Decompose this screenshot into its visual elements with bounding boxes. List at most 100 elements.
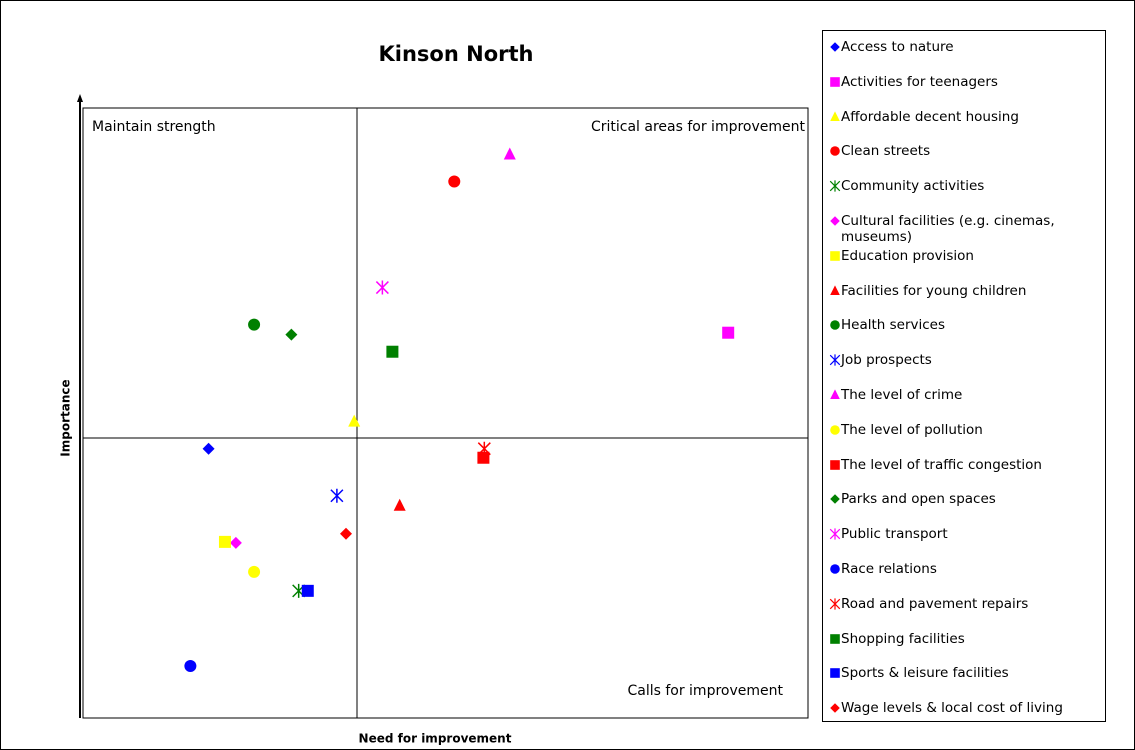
- marker: [829, 598, 841, 610]
- legend-label: The level of traffic congestion: [841, 456, 1042, 473]
- legend-label: Cultural facilities (e.g. cinemas, museu…: [841, 213, 1055, 245]
- legend-swatch: [830, 110, 840, 121]
- legend-swatch: [830, 284, 840, 295]
- marker: [348, 414, 361, 427]
- legend-swatch: [830, 424, 840, 435]
- legend-item: Race relations: [829, 561, 1101, 596]
- legend-label: The level of crime: [841, 387, 963, 403]
- marker: [830, 633, 840, 644]
- marker: [477, 441, 491, 456]
- marker: [830, 459, 840, 470]
- marker: [386, 345, 399, 358]
- legend-label: Access to nature: [841, 39, 954, 55]
- legend-swatch: [830, 216, 840, 226]
- legend-swatch: [829, 354, 841, 366]
- marker: [830, 250, 840, 261]
- marker: [229, 536, 242, 549]
- legend-swatch: [830, 633, 840, 644]
- legend-label: Affordable decent housing: [841, 108, 1019, 125]
- legend-item: Road and pavement repairs: [829, 596, 1101, 631]
- legend-swatch: [830, 703, 840, 713]
- legend-item: Wage levels & local cost of living: [829, 700, 1101, 735]
- quadrant-label: Calls for improvement: [627, 683, 783, 699]
- x-axis-label: Need for improvement: [359, 732, 512, 746]
- legend-item: Education provision: [829, 248, 1101, 283]
- y-axis-label: Importance: [59, 379, 73, 456]
- marker: [339, 527, 352, 540]
- marker: [830, 284, 840, 295]
- legend-swatch: [830, 76, 840, 87]
- marker: [184, 659, 197, 672]
- marker: [202, 442, 215, 455]
- quadrant-label: Maintain strength: [92, 119, 216, 135]
- legend-item: The level of pollution: [829, 422, 1101, 457]
- legend-label: Sports & leisure facilities: [841, 665, 1009, 682]
- legend-label: Road and pavement repairs: [841, 595, 1029, 612]
- legend-item: Public transport: [829, 526, 1101, 561]
- legend-item: The level of crime: [829, 387, 1101, 422]
- legend-swatch: [830, 459, 840, 470]
- marker: [830, 110, 840, 121]
- marker: [830, 320, 840, 331]
- legend-item: Community activities: [829, 178, 1101, 213]
- marker: [722, 326, 735, 339]
- legend: Access to nature Activities for teenagers…: [822, 30, 1106, 722]
- legend-item: Access to nature: [829, 39, 1101, 74]
- legend-label: Shopping facilities: [841, 630, 965, 647]
- quadrant-label: Critical areas for improvement: [591, 119, 806, 135]
- marker: [830, 76, 840, 87]
- legend-swatch: [830, 494, 840, 505]
- marker: [829, 528, 841, 540]
- marker: [829, 180, 841, 192]
- legend-label: Race relations: [841, 561, 937, 577]
- legend-item: Cultural facilities (e.g. cinemas, museu…: [829, 213, 1101, 248]
- legend-item: Sports & leisure facilities: [829, 665, 1101, 700]
- marker: [285, 328, 298, 341]
- marker: [477, 451, 490, 464]
- legend-swatch: [829, 598, 841, 610]
- legend-item: Shopping facilities: [829, 631, 1101, 666]
- legend-label: The level of pollution: [841, 421, 983, 438]
- marker: [218, 535, 231, 548]
- marker: [830, 564, 840, 574]
- legend-swatch: [829, 180, 841, 192]
- legend-label: Clean streets: [841, 143, 931, 160]
- legend-item: Parks and open spaces: [829, 491, 1101, 526]
- marker: [248, 565, 261, 578]
- legend-item: Activities for teenagers: [829, 74, 1101, 109]
- marker: [830, 216, 840, 226]
- legend-item: Facilities for young children: [829, 283, 1101, 318]
- marker: [301, 584, 314, 597]
- marker: [448, 175, 461, 188]
- legend-label: Activities for teenagers: [841, 73, 998, 90]
- legend-swatch: [830, 146, 840, 157]
- legend-label: Health services: [841, 317, 946, 334]
- marker: [830, 703, 840, 713]
- legend-swatch: [830, 564, 840, 574]
- legend-swatch: [830, 668, 840, 679]
- marker: [375, 280, 389, 295]
- axis-arrow: [77, 94, 83, 102]
- legend-swatch: [830, 389, 840, 399]
- legend-swatch: [830, 320, 840, 331]
- legend-label: Education provision: [841, 247, 974, 264]
- legend-swatch: [830, 250, 840, 261]
- legend-swatch: [830, 42, 840, 52]
- marker: [393, 498, 406, 511]
- legend-label: Parks and open spaces: [841, 491, 996, 508]
- plot-box: [82, 107, 809, 719]
- legend-item: Clean streets: [829, 143, 1101, 178]
- marker: [503, 147, 516, 160]
- legend-swatch: [829, 528, 841, 540]
- legend-label: Community activities: [841, 178, 985, 195]
- marker: [330, 488, 344, 503]
- marker: [248, 318, 261, 331]
- marker: [830, 389, 840, 399]
- marker: [830, 668, 840, 679]
- legend-label: Public transport: [841, 526, 948, 543]
- marker: [829, 354, 841, 366]
- legend-item: Affordable decent housing: [829, 109, 1101, 144]
- legend-label: Facilities for young children: [841, 282, 1027, 299]
- marker: [830, 494, 840, 505]
